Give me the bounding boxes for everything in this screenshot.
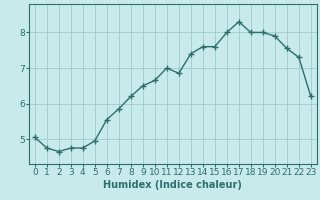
X-axis label: Humidex (Indice chaleur): Humidex (Indice chaleur) bbox=[103, 180, 242, 190]
